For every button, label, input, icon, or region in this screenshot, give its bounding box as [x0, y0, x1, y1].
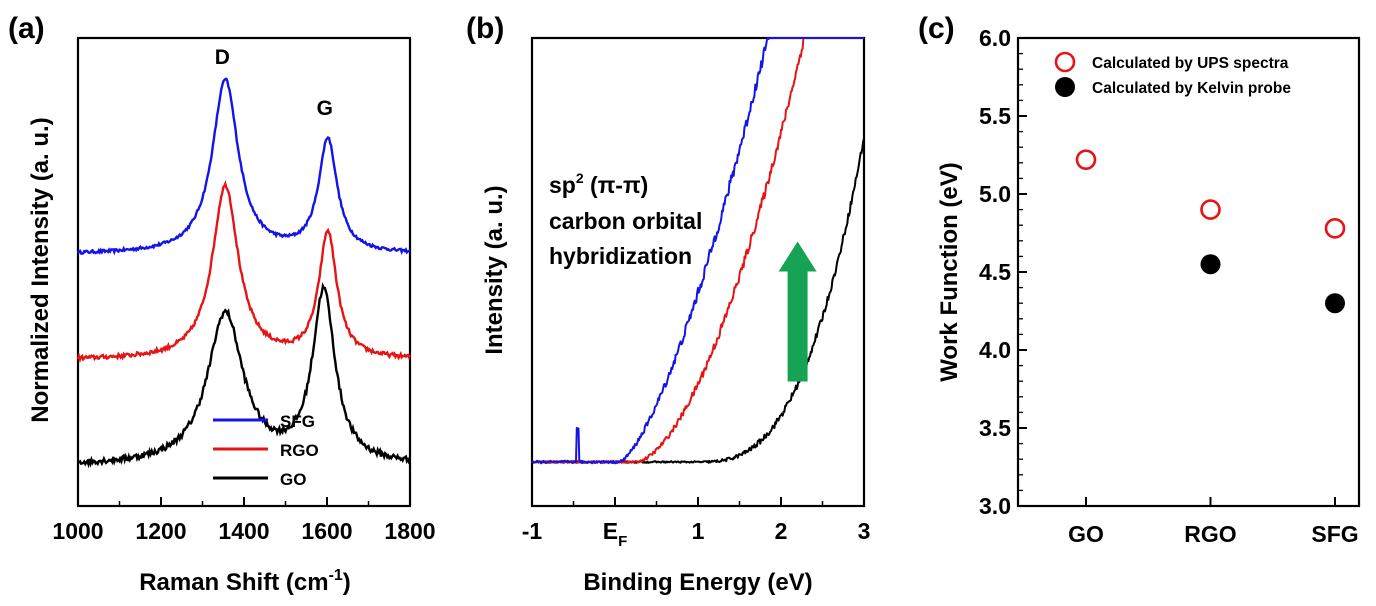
panel-b-annotation-line3: hybridization — [549, 243, 692, 269]
y-tick-label: 4.0 — [979, 337, 1011, 363]
x-tick-label: 2 — [775, 518, 788, 544]
panel-c-legend: Calculated by UPS spectra Calculated by K… — [1054, 51, 1291, 97]
kelvin-point-sfg — [1325, 293, 1345, 314]
panel-b-annotation-line2: carbon orbital — [549, 208, 702, 234]
panel-c-points — [1075, 149, 1346, 314]
raman-series-sfg — [76, 77, 411, 256]
panel-a-series — [76, 77, 412, 469]
raman-series-go — [77, 282, 411, 469]
x-category-label-rgo: RGO — [1184, 521, 1236, 547]
panel-c-label: (c) — [918, 12, 955, 45]
peak-label-g: G — [317, 97, 333, 120]
legend-label-go: GO — [280, 470, 306, 489]
panel-a-x-axis-label: Raman Shift (cm-1) — [139, 567, 351, 596]
panel-a-peak-labels: DG — [215, 46, 333, 120]
panel-a-label: (a) — [8, 12, 45, 45]
ups-point-sfg — [1324, 218, 1346, 239]
x-tick-label: 1800 — [384, 518, 435, 544]
ups-point-rgo — [1200, 199, 1221, 220]
legend-label-rgo: RGO — [280, 441, 319, 460]
legend-marker-kelvin — [1055, 77, 1075, 97]
panel-b-series — [531, 37, 865, 465]
panel-b-label: (b) — [466, 12, 504, 45]
legend-label-kelvin: Calculated by Kelvin probe — [1092, 80, 1291, 97]
x-tick-label: 1000 — [52, 518, 103, 544]
panel-c: (c) 3.0 3.5 4.0 4.5 5.0 5.5 6.0 GO RGO SFG Calcul… — [918, 12, 1361, 547]
x-tick-label: 1600 — [301, 518, 352, 544]
y-tick-label: 4.5 — [979, 259, 1011, 285]
panel-c-frame — [1016, 36, 1361, 508]
panel-c-ticks: 3.0 3.5 4.0 4.5 5.0 5.5 6.0 GO RGO SFG — [979, 25, 1359, 547]
x-tick-label: 1400 — [218, 518, 269, 544]
x-tick-label: 1200 — [135, 518, 186, 544]
ups-point-go — [1075, 149, 1097, 170]
peak-label-d: D — [215, 46, 230, 69]
panel-b: (b) -1 EF 1 2 3 sp2 (π-π) carbon orbital hyb… — [466, 12, 870, 596]
panel-b-annotation-line1: sp2 (π-π) — [549, 170, 648, 198]
x-tick-label: 3 — [858, 518, 871, 544]
y-tick-label: 3.0 — [979, 493, 1011, 519]
legend-label-sfg: SFG — [280, 412, 315, 431]
panel-b-frame — [530, 36, 866, 508]
y-tick-label: 5.5 — [979, 103, 1011, 129]
x-category-label-go: GO — [1068, 521, 1104, 547]
panel-a-x-ticks: 1000 1200 1400 1600 1800 — [52, 497, 436, 544]
green-arrow-shape — [778, 241, 817, 382]
panel-a-y-axis-label: Normalized Intensity (a. u.) — [27, 117, 54, 422]
y-tick-label: 6.0 — [979, 25, 1011, 51]
legend-marker-ups — [1054, 51, 1076, 73]
x-tick-label: 1 — [692, 518, 705, 544]
raman-series-rgo — [76, 180, 412, 363]
y-tick-label: 3.5 — [979, 415, 1011, 441]
x-tick-label: -1 — [522, 518, 543, 544]
ups-series-go — [531, 138, 865, 464]
panel-b-x-axis-label: Binding Energy (eV) — [583, 569, 812, 596]
x-category-label-sfg: SFG — [1311, 521, 1358, 547]
y-tick-label: 5.0 — [979, 181, 1011, 207]
panel-b-y-axis-label: Intensity (a. u.) — [481, 185, 508, 354]
kelvin-point-rgo — [1200, 254, 1221, 275]
panel-b-x-ticks: -1 EF 1 2 3 — [522, 497, 871, 550]
x-tick-label-fermi: EF — [603, 518, 628, 550]
ups-series-sfg — [531, 37, 865, 465]
green-up-arrow — [778, 241, 817, 382]
panel-a-legend: SFG RGO GO — [213, 412, 319, 489]
legend-label-ups: Calculated by UPS spectra — [1092, 55, 1289, 72]
panel-c-y-axis-label: Work Function (eV) — [936, 162, 963, 382]
panel-a-frame — [76, 36, 412, 508]
